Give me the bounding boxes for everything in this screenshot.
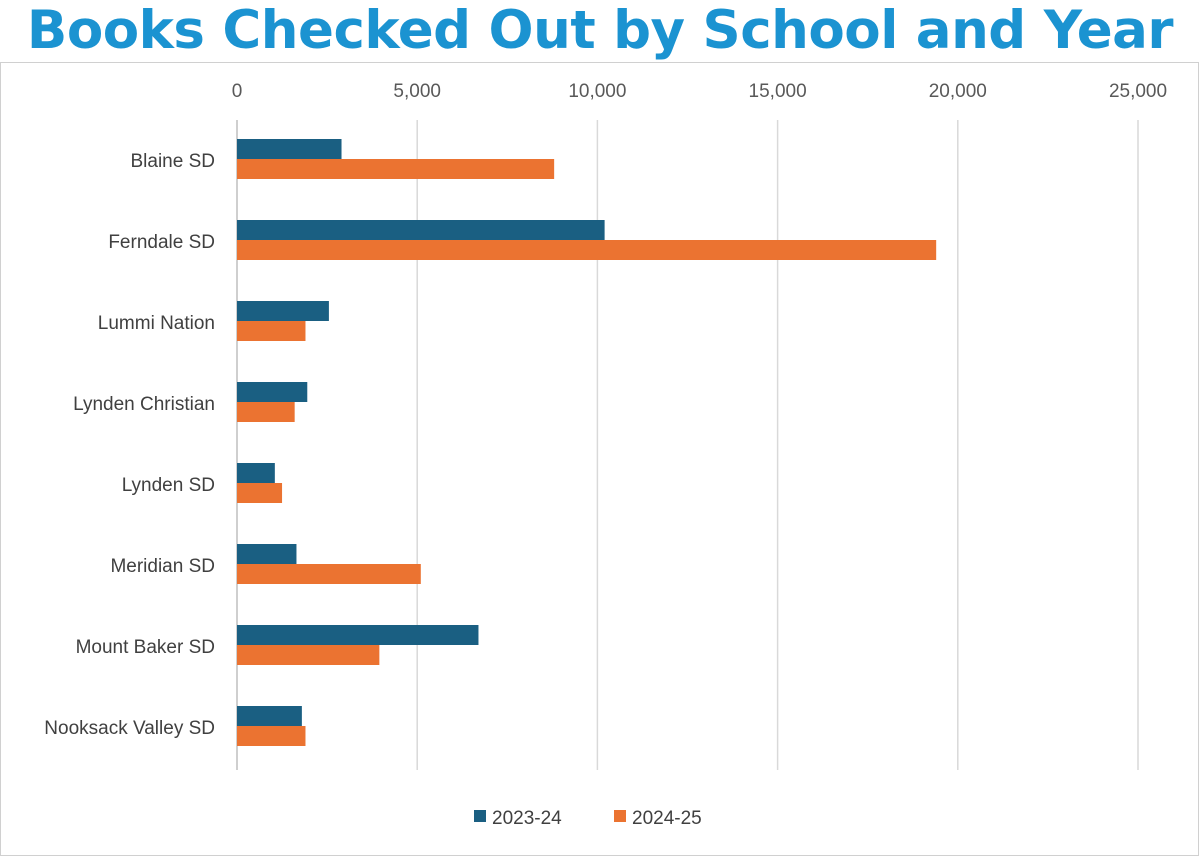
bar-2024-25-lynden-sd <box>237 483 283 503</box>
bar-2023-24-meridian-sd <box>237 544 297 564</box>
chart-area <box>0 62 1199 856</box>
bar-2024-25-mount-baker-sd <box>237 645 380 665</box>
legend-item: 2023-24 <box>474 808 562 829</box>
chart-title: Books Checked Out by School and Year <box>26 0 1174 61</box>
legend: 2023-24 2024-25 <box>474 808 702 829</box>
legend-swatch <box>614 810 626 822</box>
bar-2023-24-ferndale-sd <box>237 220 605 240</box>
bars <box>237 139 937 746</box>
legend-item: 2024-25 <box>614 808 702 829</box>
category-label: Blaine SD <box>131 151 216 172</box>
legend-label: 2023-24 <box>492 808 562 829</box>
category-label: Lynden Christian <box>73 394 215 415</box>
legend-label: 2024-25 <box>632 808 702 829</box>
bar-2024-25-meridian-sd <box>237 564 421 584</box>
bar-2023-24-lynden-sd <box>237 463 275 483</box>
gridlines <box>236 120 1139 770</box>
legend-swatch <box>474 810 486 822</box>
bar-2024-25-nooksack-valley-sd <box>237 726 306 746</box>
x-tick-label: 25,000 <box>1109 81 1167 102</box>
category-label: Mount Baker SD <box>76 637 215 658</box>
x-tick-label: 15,000 <box>749 81 807 102</box>
bar-2024-25-lummi-nation <box>237 321 306 341</box>
bar-2024-25-lynden-christian <box>237 402 295 422</box>
x-tick-labels: 0 5,000 10,000 15,000 20,000 25,000 <box>232 81 1167 102</box>
x-tick-label: 10,000 <box>568 81 626 102</box>
bar-2023-24-blaine-sd <box>237 139 342 159</box>
bar-2024-25-ferndale-sd <box>237 240 937 260</box>
bar-2023-24-lynden-christian <box>237 382 308 402</box>
category-label: Lummi Nation <box>98 313 215 334</box>
bar-2023-24-mount-baker-sd <box>237 625 479 645</box>
category-label: Meridian SD <box>110 556 215 577</box>
bar-2023-24-nooksack-valley-sd <box>237 706 302 726</box>
x-tick-label: 0 <box>232 81 243 102</box>
category-label: Nooksack Valley SD <box>44 718 215 739</box>
x-tick-label: 5,000 <box>393 81 441 102</box>
bar-2024-25-blaine-sd <box>237 159 555 179</box>
x-tick-label: 20,000 <box>929 81 987 102</box>
category-label: Lynden SD <box>122 475 215 496</box>
category-label: Ferndale SD <box>108 232 215 253</box>
bar-2023-24-lummi-nation <box>237 301 329 321</box>
category-labels: Blaine SD Ferndale SD Lummi Nation Lynden C… <box>44 151 215 739</box>
